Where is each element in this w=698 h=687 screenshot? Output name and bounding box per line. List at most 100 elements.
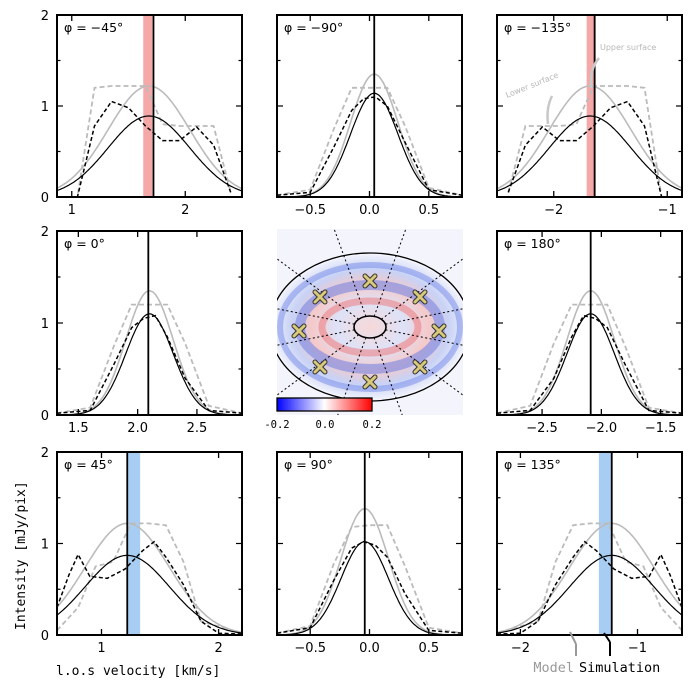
upper-surface-label: Upper surface (600, 43, 656, 52)
velocity-band (127, 452, 141, 635)
velocity-band (586, 15, 596, 197)
spectrum-panel: −0.5 0.0 0.5 φ = −90° (276, 14, 463, 218)
velocity-band (598, 452, 612, 635)
azimuth-marker (362, 374, 378, 390)
colorbar-tick: -0.2 (264, 419, 289, 431)
outer-blue-ring (277, 262, 463, 392)
y-tick-label: 2 (41, 9, 49, 24)
colorbar-tick: 0.0 (316, 419, 335, 431)
y-tick-label: 0 (41, 629, 49, 644)
x-tick-label: 2 (214, 641, 222, 656)
y-tick-label: 0 (41, 409, 49, 424)
simulation-spectrum-line (57, 100, 232, 197)
velocity-band (143, 15, 153, 197)
simulation-fit-line (57, 115, 242, 192)
simulation-spectrum-line (57, 314, 242, 414)
panel-title: φ = 180° (504, 236, 561, 251)
x-axis-label: l.o.s velocity [km/s] (56, 664, 220, 679)
model-spectrum-line (57, 303, 242, 415)
simulation-fit-line (57, 313, 242, 415)
x-tick-label: 1.5 (68, 421, 89, 436)
x-tick-label: 0.5 (418, 203, 439, 218)
residual-map: -0.2 0.0 0.2 (264, 229, 463, 431)
model-fit-line (57, 522, 242, 634)
model-fit-line (497, 85, 682, 190)
simulation-fit-line (497, 313, 682, 415)
x-tick-label: 2.5 (187, 421, 208, 436)
model-fit-line (57, 85, 242, 190)
upper-surface-arrow (589, 57, 600, 88)
x-tick-label: −1 (658, 203, 677, 218)
simulation-spectrum-line (277, 96, 462, 196)
panel-title: φ = 45° (64, 457, 113, 472)
y-tick-label: 1 (41, 538, 49, 553)
azimuth-marker (412, 289, 428, 305)
spectrum-panel: 1 2 0 1 2 φ = −45° (41, 9, 243, 218)
colorbar-tick: 0.2 (363, 419, 382, 431)
x-tick-label: 0.5 (418, 641, 439, 656)
colorbar (276, 397, 373, 412)
azimuth-marker (312, 289, 328, 305)
model-fit-line (277, 507, 462, 635)
panel-title: φ = −90° (284, 20, 343, 35)
lower-surface-arrow (546, 95, 554, 125)
model-spectrum-line (57, 522, 242, 635)
legend-simulation: Simulation (579, 660, 660, 676)
spectra-panels: 1 2 0 1 2 φ = −45° −0.5 0.0 0.5 φ = −90° Upper sur… (41, 9, 683, 656)
x-tick-label: −2.0 (586, 421, 618, 436)
panel-title: φ = 90° (284, 457, 333, 472)
simulation-spectrum-line (497, 314, 682, 414)
model-spectrum-line (497, 303, 682, 415)
x-tick-label: 0.0 (359, 203, 380, 218)
azimuth-marker (312, 359, 328, 375)
y-tick-label: 1 (41, 100, 49, 115)
spoke (381, 258, 463, 320)
spoke (337, 337, 367, 415)
simulation-spectrum-line (57, 540, 242, 635)
inner-ellipse (353, 315, 387, 339)
y-tick-label: 1 (41, 317, 49, 332)
model-fit-line (277, 73, 462, 197)
spoke (373, 337, 403, 415)
x-tick-label: 0.0 (359, 641, 380, 656)
x-tick-label: −1.5 (645, 421, 677, 436)
x-tick-label: 1 (68, 203, 76, 218)
y-tick-label: 2 (41, 225, 49, 240)
spectrum-panel: −2.5 −2.0 −1.5 φ = 180° (496, 230, 683, 436)
surface-annotations: Upper surface Lower surface (504, 43, 656, 125)
spectrum-panel: −2 −1 φ = 135° (496, 451, 683, 656)
panel-frame (496, 230, 683, 416)
spoke (277, 334, 359, 396)
spectrum-panel: Upper surface Lower surface −2 −1 φ = −135° (496, 14, 683, 218)
panel-frame (56, 230, 243, 416)
spoke (333, 229, 367, 317)
model-spectrum-line (497, 522, 682, 635)
model-fit-line (497, 289, 682, 415)
y-tick-label: 0 (41, 191, 49, 206)
x-tick-label: −0.5 (294, 641, 326, 656)
azimuth-marker (431, 323, 447, 339)
azimuth-marker (412, 359, 428, 375)
azimuth-markers (291, 273, 447, 390)
model-fit-line (57, 289, 242, 415)
legend: Model Simulation (533, 631, 660, 676)
panel-title: φ = 0° (64, 236, 105, 251)
simulation-fit-line (497, 554, 682, 634)
x-tick-label: 1 (97, 641, 105, 656)
azimuth-marker (291, 323, 307, 339)
model-spectrum-line (277, 524, 462, 635)
model-spectrum-line (277, 86, 462, 197)
red-ring (318, 297, 422, 357)
panel-frame (276, 14, 463, 198)
model-pointer (569, 631, 577, 656)
azimuth-marker (362, 273, 378, 289)
legend-model: Model (533, 660, 574, 676)
simulation-pointer (603, 632, 611, 656)
simulation-fit-line (57, 554, 242, 634)
lower-surface-label: Lower surface (504, 70, 559, 99)
y-axis-label: Intensity [mJy/pix] (14, 481, 29, 630)
y-tick-label: 2 (41, 446, 49, 461)
simulation-spectrum-line (497, 540, 682, 635)
model-fit-line (497, 522, 682, 634)
spectrum-panel: 1.5 2.0 2.5 0 1 2 φ = 0° (41, 225, 243, 436)
